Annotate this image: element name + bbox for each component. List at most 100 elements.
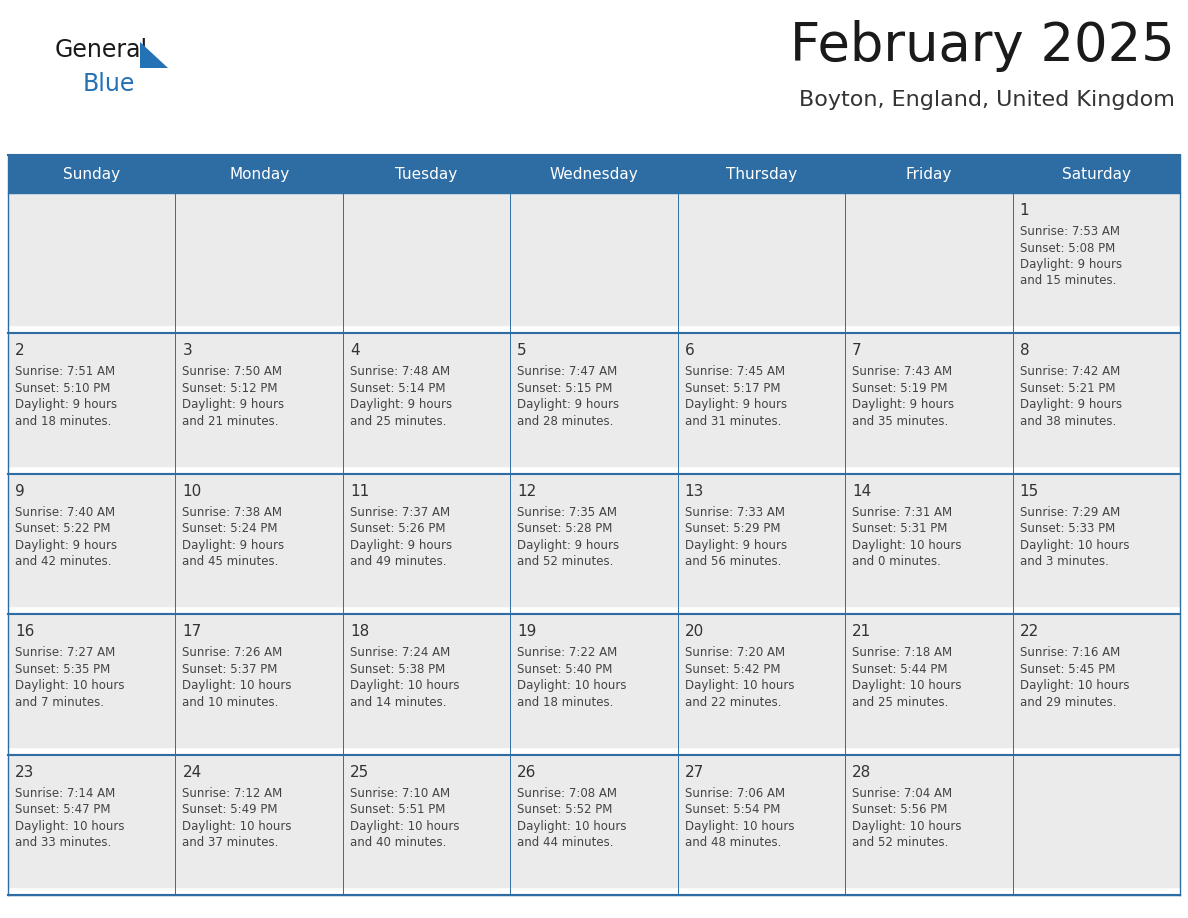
Text: and 15 minutes.: and 15 minutes. (1019, 274, 1116, 287)
Text: Sunrise: 7:31 AM: Sunrise: 7:31 AM (852, 506, 953, 519)
Text: Daylight: 9 hours: Daylight: 9 hours (183, 539, 285, 552)
Bar (677, 474, 845, 614)
Text: Daylight: 10 hours: Daylight: 10 hours (183, 679, 292, 692)
Text: Daylight: 9 hours: Daylight: 9 hours (183, 398, 285, 411)
Text: Daylight: 9 hours: Daylight: 9 hours (349, 539, 451, 552)
Bar (343, 755, 511, 895)
Text: February 2025: February 2025 (790, 20, 1175, 72)
Bar (511, 755, 677, 895)
Bar (176, 755, 343, 895)
Text: Sunset: 5:40 PM: Sunset: 5:40 PM (517, 663, 613, 676)
Text: and 48 minutes.: and 48 minutes. (684, 836, 781, 849)
Text: Sunset: 5:51 PM: Sunset: 5:51 PM (349, 803, 446, 816)
Text: Sunset: 5:14 PM: Sunset: 5:14 PM (349, 382, 446, 395)
Text: Sunset: 5:45 PM: Sunset: 5:45 PM (1019, 663, 1116, 676)
Text: Sunset: 5:12 PM: Sunset: 5:12 PM (183, 382, 278, 395)
Text: 18: 18 (349, 624, 369, 639)
Text: 9: 9 (15, 484, 25, 498)
Text: Sunrise: 7:16 AM: Sunrise: 7:16 AM (1019, 646, 1120, 659)
Text: Daylight: 10 hours: Daylight: 10 hours (1019, 539, 1129, 552)
Text: and 10 minutes.: and 10 minutes. (183, 696, 279, 709)
Text: 16: 16 (15, 624, 34, 639)
Text: and 40 minutes.: and 40 minutes. (349, 836, 447, 849)
Text: Sunset: 5:37 PM: Sunset: 5:37 PM (183, 663, 278, 676)
Text: Sunset: 5:52 PM: Sunset: 5:52 PM (517, 803, 613, 816)
Bar (845, 474, 1012, 614)
Text: Sunday: Sunday (63, 166, 120, 182)
Text: 1: 1 (1019, 203, 1029, 218)
Text: Daylight: 10 hours: Daylight: 10 hours (15, 820, 125, 833)
Bar (1012, 614, 1180, 755)
Text: 24: 24 (183, 765, 202, 779)
Text: Sunset: 5:42 PM: Sunset: 5:42 PM (684, 663, 781, 676)
Bar (8, 755, 176, 895)
Text: 7: 7 (852, 343, 861, 358)
Text: and 7 minutes.: and 7 minutes. (15, 696, 105, 709)
Text: and 31 minutes.: and 31 minutes. (684, 415, 781, 428)
Text: Daylight: 9 hours: Daylight: 9 hours (15, 398, 118, 411)
Text: Sunset: 5:08 PM: Sunset: 5:08 PM (1019, 241, 1114, 254)
Text: and 38 minutes.: and 38 minutes. (1019, 415, 1116, 428)
Text: Daylight: 9 hours: Daylight: 9 hours (1019, 258, 1121, 271)
Text: Sunrise: 7:10 AM: Sunrise: 7:10 AM (349, 787, 450, 800)
Bar (1012, 474, 1180, 614)
Text: and 35 minutes.: and 35 minutes. (852, 415, 948, 428)
Text: Saturday: Saturday (1062, 166, 1131, 182)
Text: 14: 14 (852, 484, 871, 498)
Text: and 18 minutes.: and 18 minutes. (517, 696, 614, 709)
Text: Sunrise: 7:50 AM: Sunrise: 7:50 AM (183, 365, 283, 378)
Text: Sunset: 5:31 PM: Sunset: 5:31 PM (852, 522, 948, 535)
Text: Sunrise: 7:48 AM: Sunrise: 7:48 AM (349, 365, 450, 378)
Text: and 49 minutes.: and 49 minutes. (349, 555, 447, 568)
Text: Daylight: 9 hours: Daylight: 9 hours (517, 539, 619, 552)
Text: Sunset: 5:35 PM: Sunset: 5:35 PM (15, 663, 110, 676)
Text: Sunset: 5:24 PM: Sunset: 5:24 PM (183, 522, 278, 535)
Text: and 42 minutes.: and 42 minutes. (15, 555, 112, 568)
Text: and 18 minutes.: and 18 minutes. (15, 415, 112, 428)
Text: Blue: Blue (83, 72, 135, 96)
Text: Friday: Friday (905, 166, 952, 182)
Text: Daylight: 10 hours: Daylight: 10 hours (684, 820, 795, 833)
Text: Sunrise: 7:45 AM: Sunrise: 7:45 AM (684, 365, 785, 378)
Text: Sunrise: 7:43 AM: Sunrise: 7:43 AM (852, 365, 953, 378)
Bar (677, 333, 845, 474)
Text: Daylight: 10 hours: Daylight: 10 hours (852, 539, 961, 552)
Bar (8, 193, 176, 333)
Text: 22: 22 (1019, 624, 1038, 639)
Text: and 29 minutes.: and 29 minutes. (1019, 696, 1116, 709)
Text: 2: 2 (15, 343, 25, 358)
Bar (343, 193, 511, 333)
Text: Sunset: 5:28 PM: Sunset: 5:28 PM (517, 522, 613, 535)
Text: Sunrise: 7:22 AM: Sunrise: 7:22 AM (517, 646, 618, 659)
Bar (677, 193, 845, 333)
Bar (845, 333, 1012, 474)
Bar (511, 333, 677, 474)
Bar (176, 474, 343, 614)
Text: Daylight: 10 hours: Daylight: 10 hours (852, 820, 961, 833)
Text: 27: 27 (684, 765, 704, 779)
Text: and 52 minutes.: and 52 minutes. (852, 836, 948, 849)
Text: Sunset: 5:22 PM: Sunset: 5:22 PM (15, 522, 110, 535)
Polygon shape (140, 42, 168, 68)
Text: 12: 12 (517, 484, 537, 498)
Text: and 0 minutes.: and 0 minutes. (852, 555, 941, 568)
Text: 21: 21 (852, 624, 871, 639)
Text: Daylight: 10 hours: Daylight: 10 hours (517, 679, 627, 692)
Text: Daylight: 9 hours: Daylight: 9 hours (684, 398, 786, 411)
Text: Sunrise: 7:08 AM: Sunrise: 7:08 AM (517, 787, 618, 800)
Text: and 44 minutes.: and 44 minutes. (517, 836, 614, 849)
Text: Sunset: 5:47 PM: Sunset: 5:47 PM (15, 803, 110, 816)
Text: Daylight: 10 hours: Daylight: 10 hours (852, 679, 961, 692)
Bar (511, 193, 677, 333)
Bar (8, 333, 176, 474)
Text: 19: 19 (517, 624, 537, 639)
Bar (343, 333, 511, 474)
Text: and 56 minutes.: and 56 minutes. (684, 555, 781, 568)
Text: 25: 25 (349, 765, 369, 779)
Text: and 14 minutes.: and 14 minutes. (349, 696, 447, 709)
Text: Sunset: 5:17 PM: Sunset: 5:17 PM (684, 382, 781, 395)
Text: Wednesday: Wednesday (550, 166, 638, 182)
Text: Sunrise: 7:51 AM: Sunrise: 7:51 AM (15, 365, 115, 378)
Text: and 33 minutes.: and 33 minutes. (15, 836, 112, 849)
Text: 13: 13 (684, 484, 704, 498)
